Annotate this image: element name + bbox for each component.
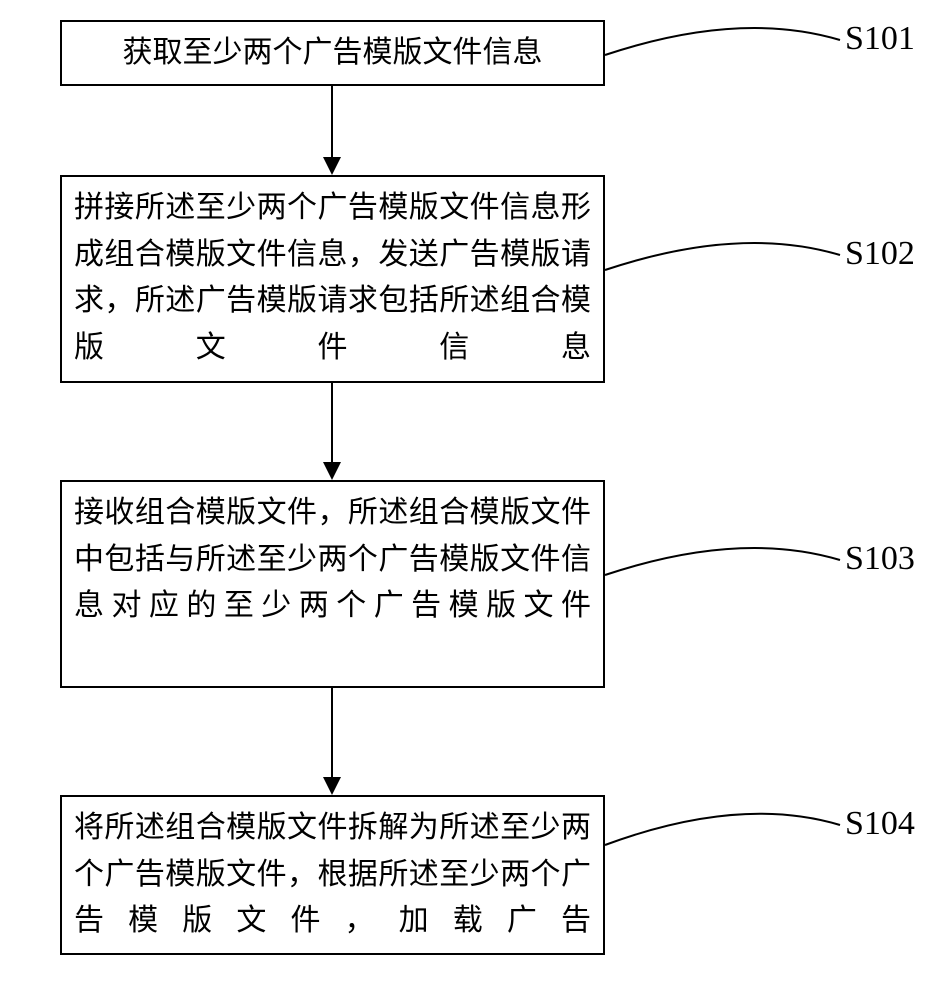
step-label-s104: S104 (845, 805, 915, 843)
flowchart-canvas: 获取至少两个广告模版文件信息 S101 拼接所述至少两个广告模版文件信息形成组合… (0, 0, 945, 1000)
leader-s104 (0, 0, 945, 1000)
